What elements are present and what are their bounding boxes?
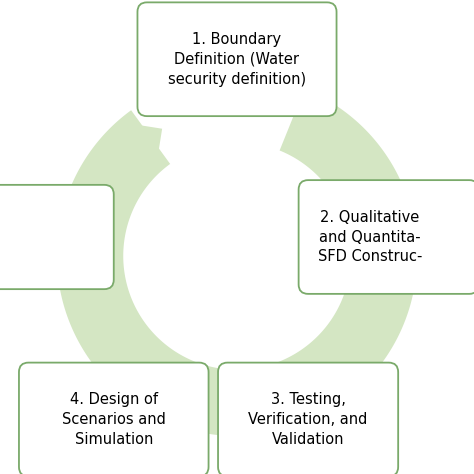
FancyBboxPatch shape [299, 180, 474, 294]
Polygon shape [57, 89, 417, 436]
Text: 4. Design of
Scenarios and
Simulation: 4. Design of Scenarios and Simulation [62, 392, 166, 447]
Text: 3. Testing,
Verification, and
Validation: 3. Testing, Verification, and Validation [248, 392, 368, 447]
FancyBboxPatch shape [19, 363, 209, 474]
Text: 1. Boundary
Definition (Water
security definition): 1. Boundary Definition (Water security d… [168, 32, 306, 87]
FancyBboxPatch shape [137, 2, 337, 116]
Text: 2. Qualitative
and Quantita-
SFD Construc-: 2. Qualitative and Quantita- SFD Constru… [318, 210, 422, 264]
FancyBboxPatch shape [218, 363, 398, 474]
FancyBboxPatch shape [0, 185, 114, 289]
Polygon shape [122, 122, 162, 168]
